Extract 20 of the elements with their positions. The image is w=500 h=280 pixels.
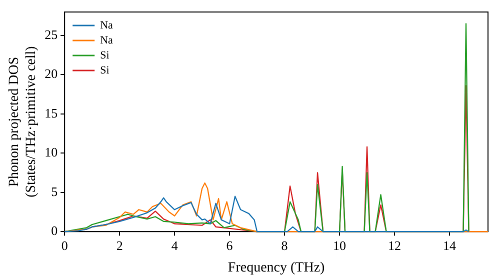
legend-label: Si	[100, 64, 110, 76]
x-tick-label: 4	[171, 238, 178, 253]
legend-label: Na	[100, 34, 114, 46]
x-tick-label: 0	[61, 238, 68, 253]
x-tick-label: 2	[116, 238, 123, 253]
x-tick-label: 8	[281, 238, 288, 253]
y-tick-label: 0	[51, 223, 58, 238]
y-tick-label: 25	[44, 26, 58, 42]
x-tick-label: 10	[333, 238, 346, 253]
x-tick-label: 12	[388, 238, 402, 253]
y-tick-label: 15	[44, 105, 58, 120]
y-axis-title: Phonon projected DOS (States/THz·primitive cell)	[7, 46, 39, 198]
y-tick-label: 20	[44, 66, 58, 82]
y-tick-label: 10	[44, 144, 58, 160]
x-axis-title: Frequency (THz)	[228, 260, 326, 276]
legend-label: Na	[100, 19, 114, 32]
x-tick-label: 14	[443, 238, 457, 253]
legend-label: Si	[100, 49, 110, 62]
y-tick-label: 5	[51, 184, 58, 199]
x-tick-label: 6	[226, 238, 234, 253]
